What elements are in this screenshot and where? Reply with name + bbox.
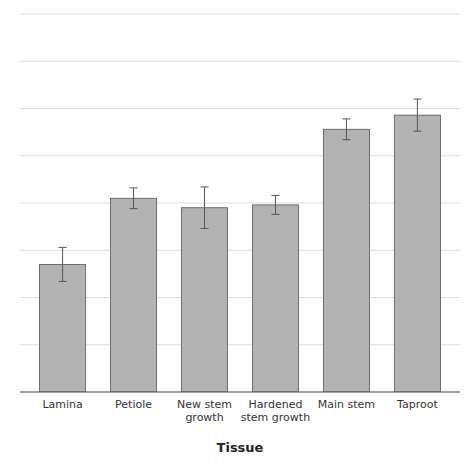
error-bar [342, 119, 350, 140]
grid [20, 14, 460, 392]
bar [252, 205, 298, 392]
error-bar [413, 99, 421, 131]
bar [323, 129, 369, 392]
grid-line [20, 61, 460, 62]
error-cap [201, 186, 209, 187]
error-bar [201, 187, 209, 229]
x-tick-label: Petiole [115, 398, 152, 411]
error-cap [271, 195, 279, 196]
grid-line [20, 14, 460, 15]
x-tick-label-line: stem growth [241, 411, 310, 424]
x-tick-label-line: Lamina [42, 398, 82, 411]
bar [394, 115, 440, 392]
error-cap [342, 139, 350, 140]
error-cap [201, 228, 209, 229]
x-tick-label-line: Hardened [249, 398, 303, 411]
error-cap [59, 247, 67, 248]
error-line [346, 119, 347, 140]
error-cap [130, 187, 138, 188]
error-cap [271, 214, 279, 215]
bar [181, 208, 227, 392]
chart-container: Lamina Petiole New stemgrowth Hardenedstem … [0, 0, 474, 474]
x-tick-label-line: Main stem [318, 398, 375, 411]
bar [110, 198, 156, 392]
error-bar [271, 195, 279, 214]
x-tick-label-line: New stem [177, 398, 232, 411]
error-bar [130, 188, 138, 209]
grid-line [20, 392, 460, 393]
error-line [62, 247, 63, 281]
x-tick-label: Taproot [396, 398, 438, 411]
x-tick-label-line: Taproot [396, 398, 438, 411]
chart-svg: Lamina Petiole New stemgrowth Hardenedstem … [0, 0, 474, 474]
plot-area [40, 99, 441, 392]
x-tick-label-line: Petiole [115, 398, 152, 411]
x-tick-label: New stemgrowth [177, 398, 232, 424]
error-cap [342, 118, 350, 119]
x-tick-label-line: growth [185, 411, 223, 424]
error-cap [130, 208, 138, 209]
error-cap [59, 281, 67, 282]
bar [40, 264, 86, 392]
error-line [417, 99, 418, 131]
error-cap [413, 131, 421, 132]
x-tick-label: Hardenedstem growth [241, 398, 310, 424]
error-line [275, 195, 276, 214]
x-tick-label: Lamina [42, 398, 82, 411]
x-axis-line [20, 392, 460, 393]
x-axis-label: Tissue [217, 440, 264, 455]
error-line [204, 187, 205, 229]
error-bar [59, 247, 67, 281]
x-tick-label: Main stem [318, 398, 375, 411]
grid-line [20, 108, 460, 109]
error-cap [413, 99, 421, 100]
error-line [133, 188, 134, 209]
